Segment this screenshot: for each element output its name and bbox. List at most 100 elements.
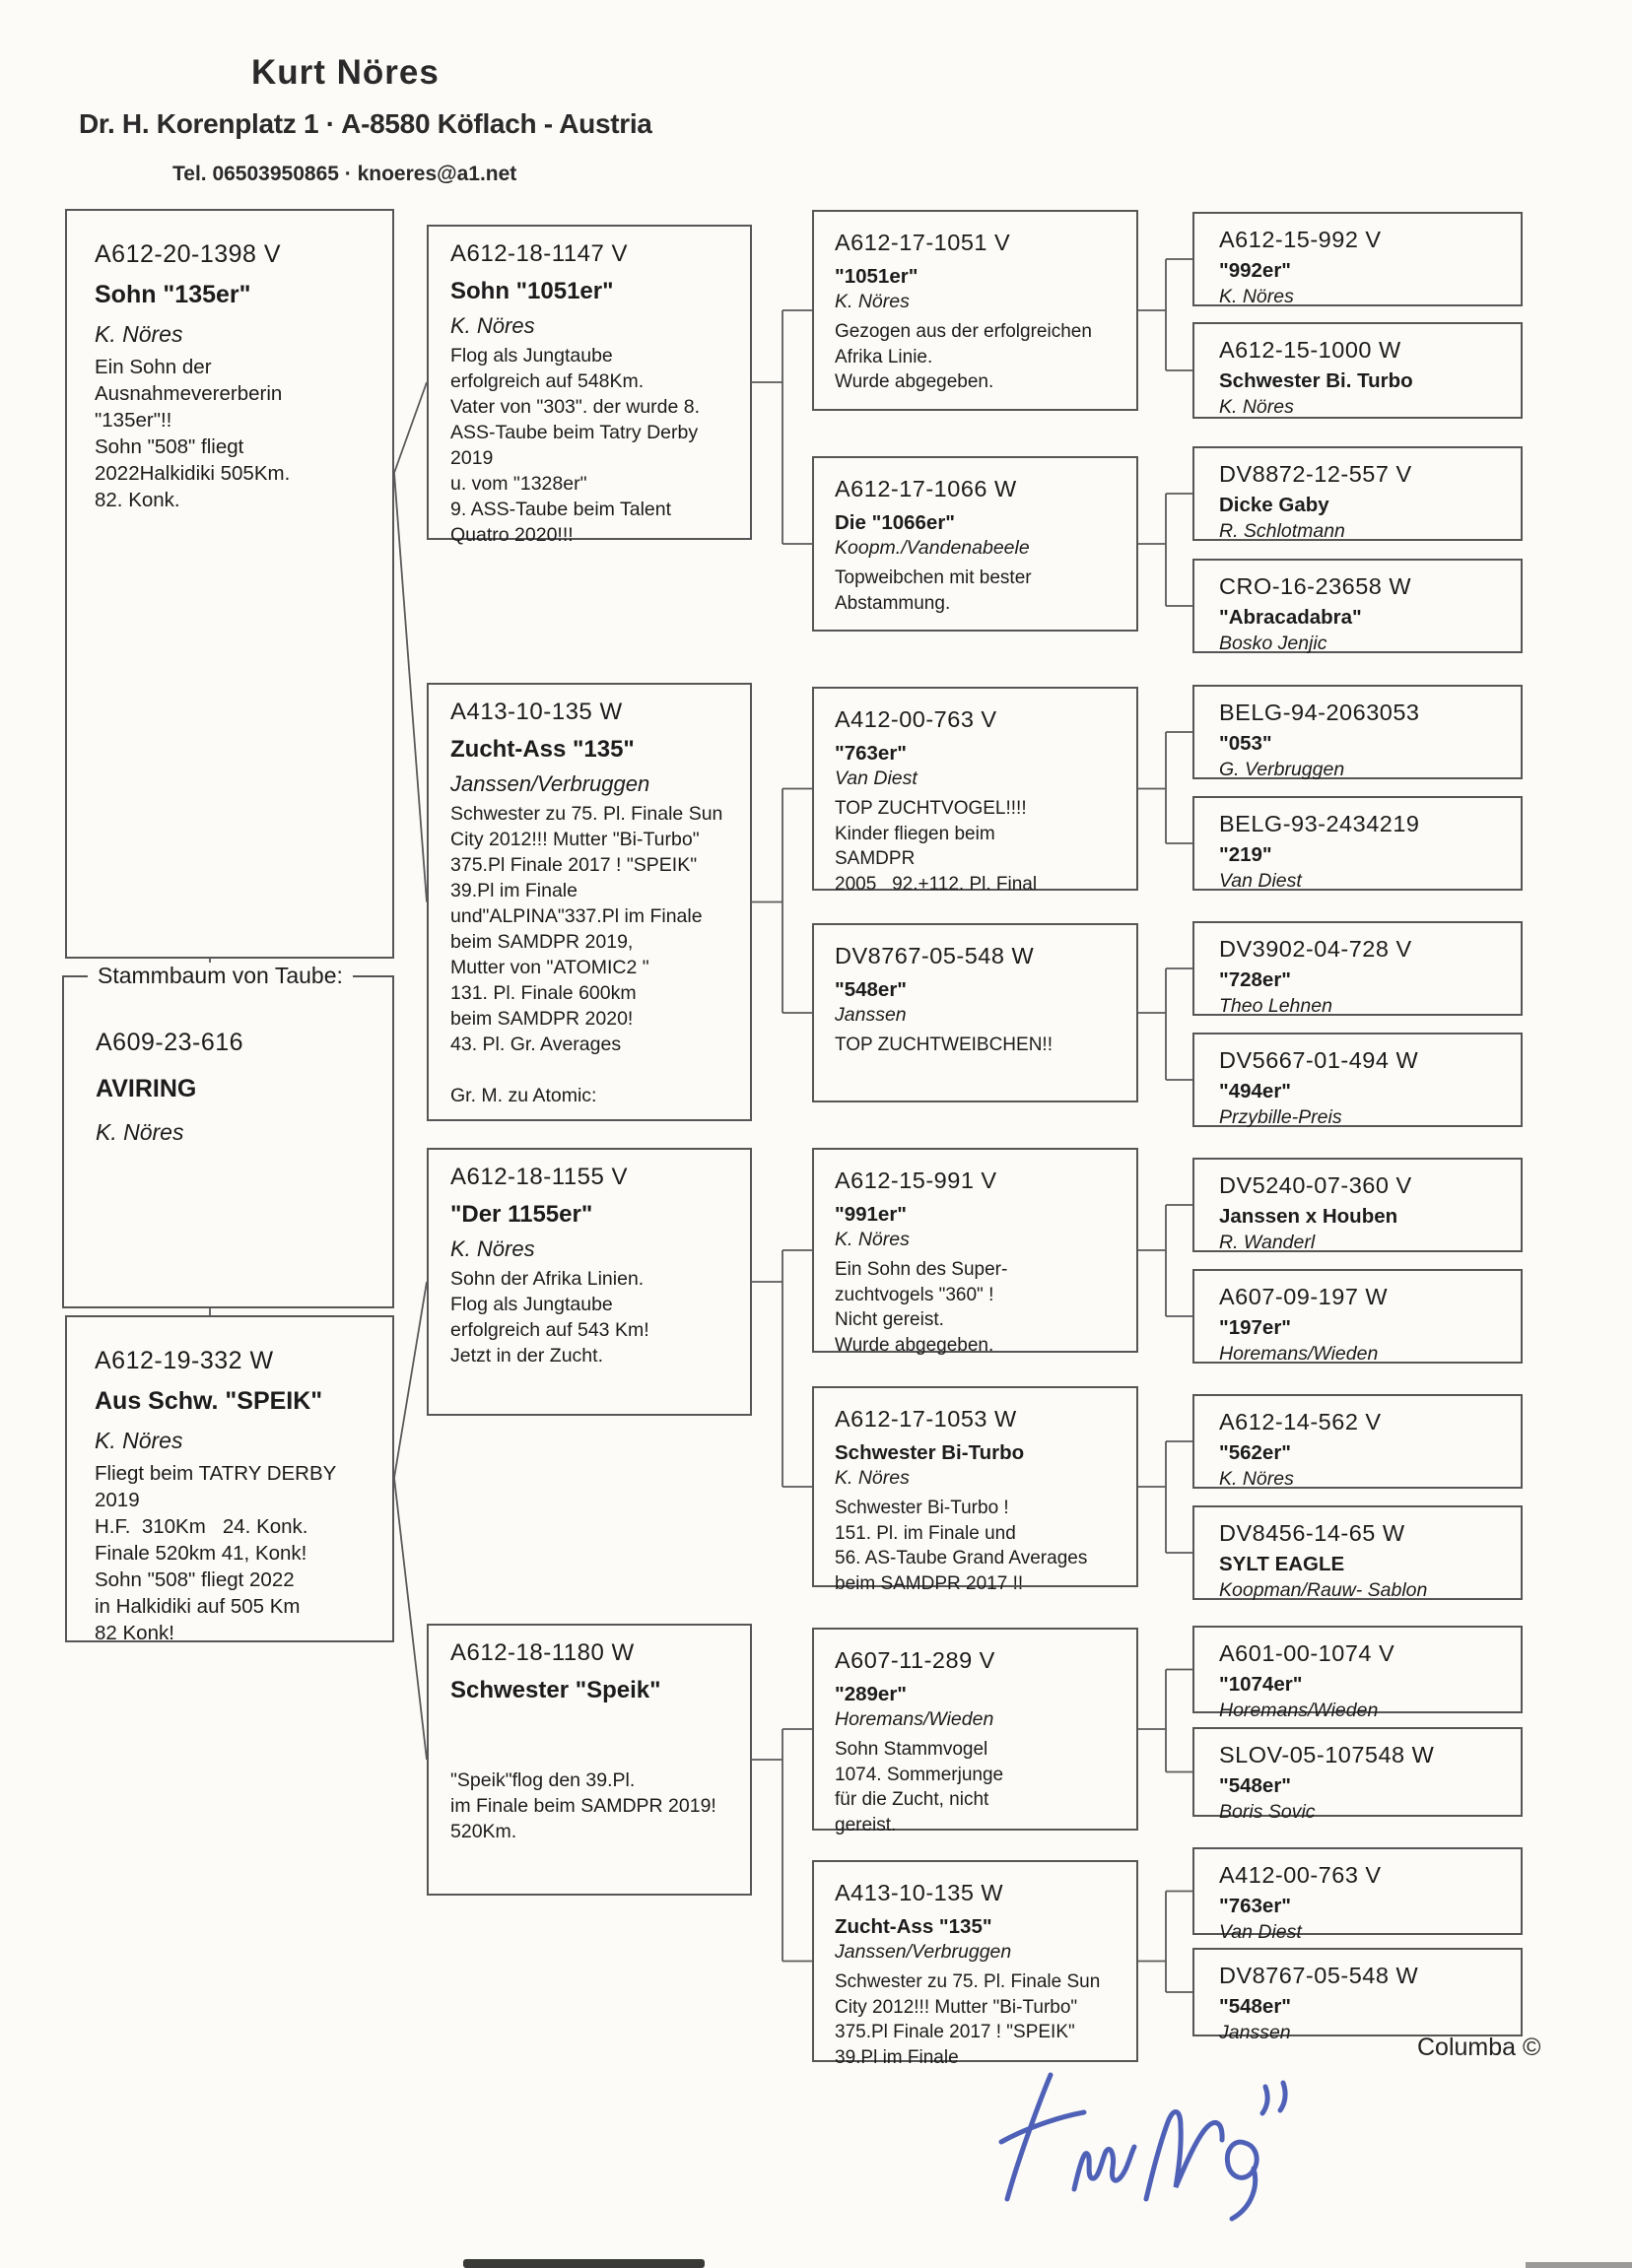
breeder-name: Janssen/Verbruggen [450, 771, 650, 796]
pigeon-name: "728er" [1219, 968, 1292, 991]
ring-number: A413-10-135 W [450, 699, 623, 725]
pigeon-name: SYLT EAGLE [1219, 1553, 1345, 1575]
breeder-name: Przybille-Preis [1219, 1106, 1342, 1128]
breeder-name: K. Nöres [450, 1236, 535, 1261]
ring-number: A612-18-1155 V [450, 1164, 629, 1190]
ring-number: A612-18-1180 W [450, 1639, 635, 1666]
pigeon-name: "1051er" [835, 265, 918, 288]
breeder-name: Bosko Jenjic [1219, 633, 1327, 654]
pigeon-name: "548er" [835, 978, 908, 1001]
ring-number: A612-18-1147 V [450, 240, 629, 267]
breeder-name: Van Diest [1219, 1921, 1302, 1943]
pedigree-box-gen4-6: BELG-93-2434219 "219" Van Diest [1192, 796, 1523, 892]
owner-name: Kurt Nöres [251, 53, 440, 92]
pedigree-box-gen2-2: A413-10-135 W Zucht-Ass "135" Janssen/Verb… [427, 683, 752, 1121]
pigeon-notes: Sohn der Afrika Linien. Flog als Jungtau… [450, 1268, 649, 1367]
pigeon-name: Zucht-Ass "135" [450, 736, 635, 763]
pigeon-name: "548er" [1219, 1995, 1292, 2018]
breeder-name: K. Nöres [450, 313, 535, 338]
breeder-name: Theo Lehnen [1219, 995, 1332, 1017]
ring-number: A612-15-992 V [1219, 227, 1382, 252]
pigeon-notes: Fliegt beim TATRY DERBY 2019 H.F. 310Km … [95, 1462, 337, 1644]
pedigree-box-gen4-7: DV3902-04-728 V "728er" Theo Lehnen [1192, 921, 1523, 1017]
pigeon-name: "992er" [1219, 259, 1292, 282]
pedigree-box-gen3-2: A612-17-1066 W Die "1066er" Koopm./Vandena… [812, 456, 1138, 632]
pedigree-box-gen4-3: DV8872-12-557 V Dicke Gaby R. Schlotmann [1192, 446, 1523, 542]
columba-brand-label: Columba © [1417, 2034, 1541, 2061]
ring-number: A412-00-763 V [835, 706, 997, 732]
pigeon-name: Sohn "1051er" [450, 278, 614, 304]
pigeon-name: "1074er" [1219, 1673, 1303, 1696]
ring-number: A612-17-1051 V [835, 230, 1011, 255]
ring-number: DV5240-07-360 V [1219, 1172, 1412, 1198]
breeder-name: Horemans/Wieden [1219, 1700, 1379, 1721]
pedigree-box-gen4-12: DV8456-14-65 W SYLT EAGLE Koopman/Rauw- Sa… [1192, 1505, 1523, 1601]
pigeon-name: Aus Schw. "SPEIK" [95, 1387, 323, 1415]
breeder-name: G. Verbruggen [1219, 759, 1345, 780]
ring-number: DV5667-01-494 W [1219, 1047, 1419, 1073]
pedigree-box-gen4-13: A601-00-1074 V "1074er" Horemans/Wieden [1192, 1626, 1523, 1721]
pedigree-box-gen3-5: A612-15-991 V "991er" K. Nöres Ein Sohn des… [812, 1148, 1138, 1356]
ring-number: A612-14-562 V [1219, 1409, 1382, 1434]
pigeon-notes: Flog als Jungtaube erfolgreich auf 548Km… [450, 345, 701, 546]
pedigree-box-gen4-15: A412-00-763 V "763er" Van Diest [1192, 1847, 1523, 1943]
pigeon-notes: TOP ZUCHTWEIBCHEN!! [835, 1034, 1053, 1055]
breeder-name: K. Nöres [835, 1229, 910, 1250]
pigeon-name: Die "1066er" [835, 511, 956, 534]
scan-artifact [1526, 2262, 1632, 2268]
pedigree-box-gen1-1: A612-20-1398 V Sohn "135er" K. Nöres Ein So… [65, 209, 394, 959]
pedigree-box-gen2-1: A612-18-1147 V Sohn "1051er" K. Nöres Flog … [427, 225, 752, 546]
ring-number: DV8456-14-65 W [1219, 1520, 1405, 1546]
pedigree-box-gen4-16: DV8767-05-548 W "548er" Janssen [1192, 1948, 1523, 2043]
pigeon-name: "494er" [1219, 1080, 1292, 1102]
breeder-name: Janssen [835, 1004, 907, 1026]
subject-pigeon-panel: Stammbaum von Taube: A609-23-616 AVIRING… [62, 963, 394, 1308]
pedigree-box-gen4-11: A612-14-562 V "562er" K. Nöres [1192, 1394, 1523, 1490]
breeder-name: K. Nöres [1219, 286, 1294, 307]
pigeon-notes: Sohn Stammvogel 1074. Sommerjunge für di… [835, 1739, 1004, 1835]
ring-number: A413-10-135 W [835, 1880, 1004, 1905]
ring-number: A612-19-332 W [95, 1347, 274, 1374]
pigeon-name: AVIRING [96, 1075, 197, 1102]
ring-number: A609-23-616 [96, 1029, 244, 1056]
pigeon-notes: TOP ZUCHTVOGEL!!!! Kinder fliegen beim S… [835, 798, 1038, 895]
pigeon-name: "763er" [835, 742, 908, 765]
breeder-name: Janssen [1219, 2022, 1291, 2043]
pedigree-box-gen4-10: A607-09-197 W "197er" Horemans/Wieden [1192, 1269, 1523, 1365]
pigeon-name: Zucht-Ass "135" [835, 1915, 992, 1938]
pigeon-name: "991er" [835, 1203, 908, 1226]
ring-number: A612-15-1000 W [1219, 337, 1401, 363]
ring-number: SLOV-05-107548 W [1219, 1742, 1435, 1768]
handwritten-signature-icon [986, 2049, 1301, 2251]
pigeon-name: "289er" [835, 1683, 908, 1705]
pedigree-box-gen3-8: A413-10-135 W Zucht-Ass "135" Janssen/Verb… [812, 1860, 1138, 2068]
ring-number: A612-15-991 V [835, 1167, 997, 1193]
pigeon-name: Schwester "Speik" [450, 1677, 661, 1703]
ring-number: A607-11-289 V [835, 1647, 995, 1673]
breeder-name: Boris Sovic [1219, 1801, 1316, 1823]
owner-address: Dr. H. Korenplatz 1 · A-8580 Köflach - A… [79, 108, 652, 139]
breeder-name: Van Diest [835, 767, 918, 789]
breeder-name: K. Nöres [835, 1467, 910, 1489]
pigeon-notes: Topweibchen mit bester Abstammung. [835, 567, 1032, 614]
ring-number: BELG-93-2434219 [1219, 811, 1420, 836]
owner-contact: Tel. 06503950865 · knoeres@a1.net [172, 163, 517, 185]
breeder-name: Koopman/Rauw- Sablon [1219, 1579, 1428, 1601]
ring-number: A612-20-1398 V [95, 240, 282, 268]
breeder-name: K. Nöres [835, 291, 910, 312]
pigeon-name: Dicke Gaby [1219, 494, 1329, 516]
pigeon-name: "053" [1219, 732, 1272, 755]
pedigree-box-gen3-1: A612-17-1051 V "1051er" K. Nöres Gezogen au… [812, 210, 1138, 411]
pedigree-box-gen4-1: A612-15-992 V "992er" K. Nöres [1192, 212, 1523, 307]
pigeon-name: "562er" [1219, 1441, 1292, 1464]
ring-number: A607-09-197 W [1219, 1284, 1389, 1309]
subject-panel-legend: Stammbaum von Taube: [88, 963, 353, 989]
pigeon-notes: Ein Sohn der Ausnahmevererberin "135er"!… [95, 356, 291, 511]
breeder-name: K. Nöres [95, 321, 183, 347]
pigeon-name: "219" [1219, 843, 1272, 866]
breeder-name: Van Diest [1219, 870, 1302, 892]
breeder-name: K. Nöres [1219, 396, 1294, 418]
pedigree-box-gen4-4: CRO-16-23658 W "Abracadabra" Bosko Jenjic [1192, 559, 1523, 654]
breeder-name: Horemans/Wieden [1219, 1343, 1379, 1365]
pigeon-name: "548er" [1219, 1774, 1292, 1797]
